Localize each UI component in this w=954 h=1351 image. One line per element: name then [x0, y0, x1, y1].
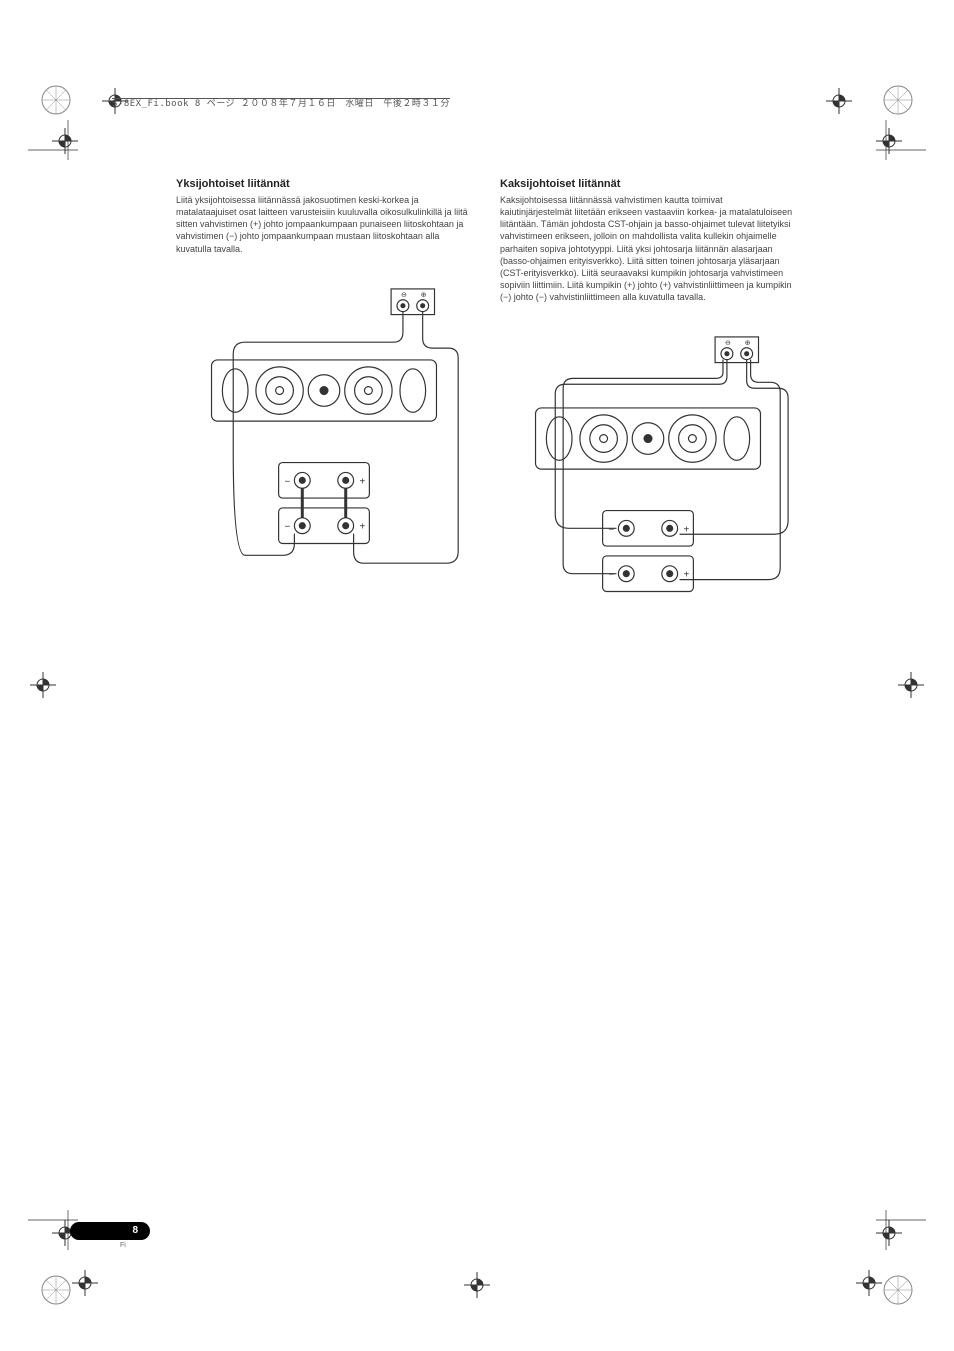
crop-br	[846, 1210, 926, 1250]
left-body: Liitä yksijohtoisessa liitännässä jakosu…	[176, 194, 472, 255]
bi-wire-diagram: ⊖ ⊕ − + − +	[500, 331, 796, 617]
reg-mark-mr	[896, 670, 926, 700]
single-wire-diagram: ⊖ ⊕ − + − +	[176, 283, 472, 569]
svg-text:+: +	[684, 570, 690, 581]
left-column: Yksijohtoiset liitännät Liitä yksijohtoi…	[176, 178, 472, 622]
page-lang: Fi	[120, 1242, 126, 1249]
svg-text:⊕: ⊕	[745, 340, 751, 347]
right-body: Kaksijohtoisessa liitännässä vahvistimen…	[500, 194, 796, 303]
svg-text:−: −	[285, 476, 291, 487]
svg-text:−: −	[609, 570, 615, 581]
svg-text:−: −	[609, 525, 615, 536]
reg-mark-bl	[70, 1268, 100, 1298]
crop-tl	[28, 120, 108, 160]
svg-text:+: +	[684, 525, 690, 536]
left-heading: Yksijohtoiset liitännät	[176, 178, 472, 190]
right-column: Kaksijohtoiset liitännät Kaksijohtoisess…	[500, 178, 796, 622]
header-meta: S-8EX_Fi.book 8 ページ ２００８年７月１６日 水曜日 午後２時３…	[112, 96, 450, 109]
reg-mark-ml	[28, 670, 58, 700]
svg-text:+: +	[360, 476, 366, 487]
crop-tr	[846, 120, 926, 160]
svg-text:⊕: ⊕	[421, 292, 427, 299]
svg-text:−: −	[285, 521, 291, 532]
svg-text:+: +	[360, 521, 366, 532]
reg-mark-br2	[854, 1268, 884, 1298]
svg-text:⊖: ⊖	[401, 292, 407, 299]
reg-mark-tr	[824, 86, 854, 116]
reg-mark-bc	[462, 1270, 492, 1300]
right-heading: Kaksijohtoiset liitännät	[500, 178, 796, 190]
svg-text:⊖: ⊖	[725, 340, 731, 347]
page-number-badge: 8	[70, 1222, 150, 1240]
